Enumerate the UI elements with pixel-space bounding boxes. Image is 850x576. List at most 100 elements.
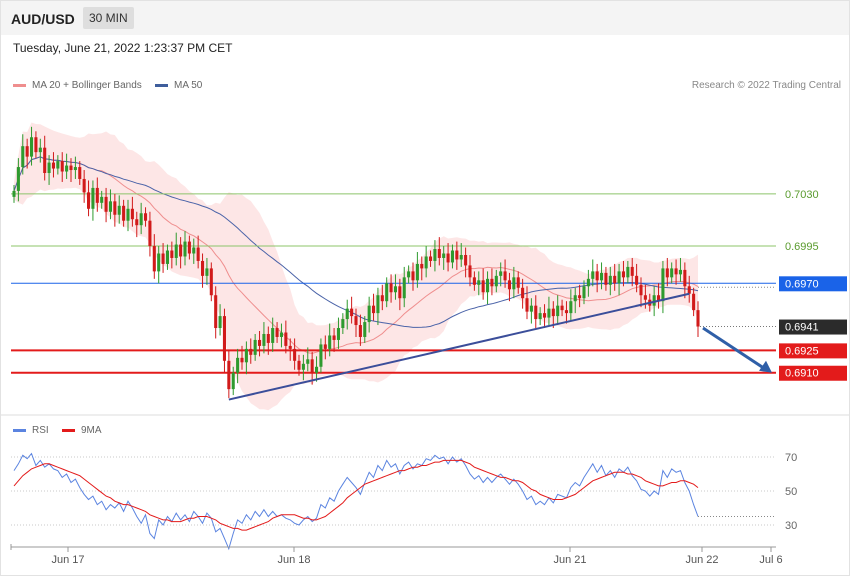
timeframe-button[interactable]: 30 MIN bbox=[83, 7, 134, 29]
candle-body bbox=[393, 286, 397, 293]
candle-body bbox=[301, 363, 305, 370]
candle-body bbox=[341, 319, 345, 329]
candle-body bbox=[56, 161, 60, 169]
candle-body bbox=[91, 187, 95, 209]
candle-body bbox=[192, 247, 196, 254]
candle-body bbox=[578, 295, 582, 299]
candle-body bbox=[608, 275, 612, 285]
candle-body bbox=[429, 256, 433, 261]
level-tag-5 bbox=[779, 365, 847, 381]
candle-body bbox=[69, 165, 73, 171]
candle-body bbox=[51, 162, 55, 169]
candle-body bbox=[262, 333, 266, 346]
candle-body bbox=[538, 313, 542, 320]
candle-body bbox=[437, 249, 441, 258]
candle-body bbox=[643, 295, 647, 300]
candle-body bbox=[47, 162, 51, 174]
candle-body bbox=[126, 208, 130, 221]
candle-body bbox=[525, 298, 529, 312]
candle-body bbox=[148, 220, 152, 247]
candle-body bbox=[617, 271, 621, 284]
candle-body bbox=[135, 219, 139, 226]
candle-body bbox=[424, 256, 428, 269]
candle-body bbox=[30, 137, 34, 157]
candle-body bbox=[87, 192, 91, 209]
candle-body bbox=[692, 293, 696, 311]
candle-body bbox=[345, 308, 349, 320]
candle-body bbox=[244, 348, 248, 363]
instrument-title: AUD/USD bbox=[11, 11, 75, 27]
candle-body bbox=[293, 348, 297, 361]
candle-body bbox=[130, 208, 134, 220]
candle-body bbox=[165, 250, 169, 264]
candle-body bbox=[407, 271, 411, 278]
candle-body bbox=[315, 366, 319, 373]
candle-body bbox=[687, 286, 691, 294]
ma50-swatch bbox=[155, 84, 168, 87]
candle-body bbox=[170, 250, 174, 258]
candle-body bbox=[459, 254, 463, 260]
candle-body bbox=[108, 201, 112, 212]
candle-body bbox=[25, 146, 29, 157]
candle-body bbox=[591, 271, 595, 279]
candle-body bbox=[389, 283, 393, 293]
candle-body bbox=[604, 272, 608, 285]
candle-body bbox=[253, 339, 257, 355]
candle-body bbox=[174, 244, 178, 258]
candle-body bbox=[78, 167, 82, 179]
title-bar bbox=[1, 1, 849, 35]
candle-body bbox=[249, 348, 253, 355]
candle-body bbox=[38, 147, 42, 153]
rsi-line bbox=[13, 452, 699, 551]
candle-body bbox=[560, 305, 564, 311]
candle-body bbox=[258, 339, 262, 346]
candle-body bbox=[236, 357, 240, 373]
candle-body bbox=[564, 310, 568, 314]
projection-arrow-head bbox=[759, 360, 772, 373]
candle-body bbox=[455, 250, 459, 260]
legend-9ma: 9MA bbox=[62, 425, 102, 436]
candle-body bbox=[398, 286, 402, 299]
candle-body bbox=[367, 305, 371, 323]
candle-body bbox=[595, 271, 599, 281]
candle-body bbox=[547, 308, 551, 318]
candle-body bbox=[683, 269, 687, 287]
candle-body bbox=[661, 268, 665, 302]
rsi-9ma-line bbox=[13, 459, 699, 531]
9ma-legend-label: 9MA bbox=[81, 425, 102, 436]
level-tag-4 bbox=[779, 343, 847, 359]
x-tick-label: Jun 17 bbox=[51, 554, 84, 566]
candle-body bbox=[95, 187, 99, 203]
rsi-tick-label: 70 bbox=[785, 452, 797, 464]
candle-body bbox=[139, 213, 143, 226]
candle-body bbox=[678, 269, 682, 275]
candle-body bbox=[358, 325, 362, 337]
candle-body bbox=[657, 295, 661, 302]
candle-body bbox=[468, 265, 472, 278]
candle-body bbox=[218, 316, 222, 329]
candle-body bbox=[630, 266, 634, 276]
candle-body bbox=[385, 283, 389, 302]
candle-body bbox=[516, 277, 520, 288]
candle-body bbox=[521, 287, 525, 299]
candle-body bbox=[652, 295, 656, 306]
level-label-5: 0.6910 bbox=[785, 368, 819, 380]
candle-body bbox=[486, 278, 490, 293]
candle-body bbox=[376, 295, 380, 314]
candle-body bbox=[275, 328, 279, 337]
candle-body bbox=[494, 275, 498, 287]
candle-body bbox=[16, 167, 20, 191]
candle-body bbox=[402, 277, 406, 299]
level-label-3: 0.6941 bbox=[785, 322, 819, 334]
candle-body bbox=[582, 286, 586, 299]
candle-body bbox=[306, 359, 310, 364]
candle-body bbox=[60, 161, 64, 172]
candle-body bbox=[21, 146, 25, 168]
candle-body bbox=[586, 278, 590, 287]
ma20-swatch bbox=[13, 84, 26, 87]
candle-body bbox=[674, 268, 678, 275]
chart-datetime: Tuesday, June 21, 2022 1:23:37 PM CET bbox=[13, 41, 233, 55]
candle-body bbox=[626, 266, 630, 278]
x-tick-label: Jun 21 bbox=[553, 554, 586, 566]
